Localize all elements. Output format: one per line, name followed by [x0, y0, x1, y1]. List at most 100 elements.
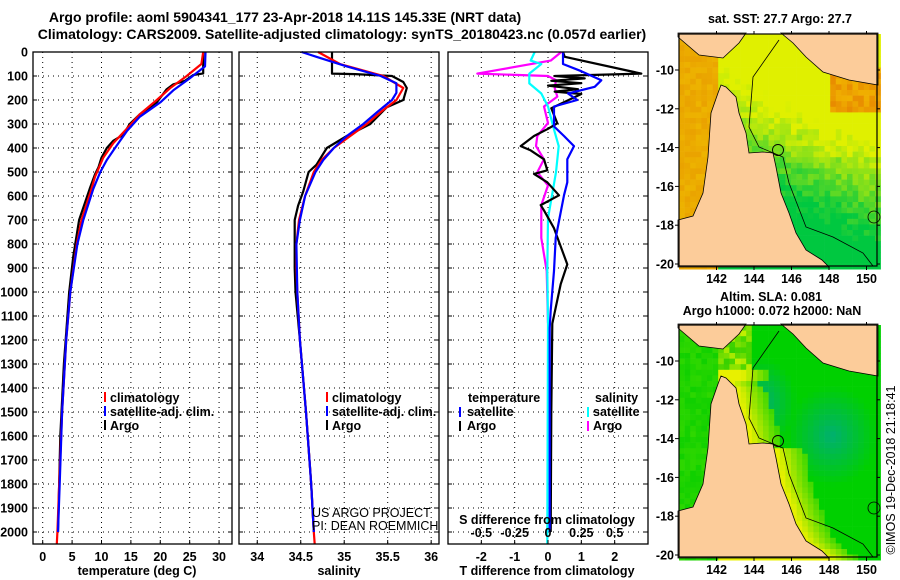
map-cell — [746, 420, 753, 427]
map-cell — [684, 101, 691, 108]
map-cell — [791, 386, 797, 393]
map-cell — [785, 442, 792, 449]
map-cell — [852, 213, 859, 220]
map-cell — [835, 112, 842, 119]
map-cell — [824, 420, 831, 427]
map-cell — [847, 448, 853, 455]
map-cell — [774, 369, 781, 376]
map-cell — [858, 403, 865, 410]
map-cell — [735, 336, 741, 343]
depth-tick-label: 700 — [7, 214, 28, 228]
map-cell — [690, 453, 697, 460]
map-cell — [875, 498, 881, 505]
map-cell — [796, 146, 803, 152]
map-cell — [791, 487, 797, 494]
map-cell — [802, 56, 809, 63]
map-cell — [835, 526, 842, 533]
map-cell — [824, 397, 831, 404]
map-cell — [746, 34, 753, 40]
map-cell — [768, 34, 775, 40]
map-cell — [869, 521, 876, 527]
legend-swatch-s-argo — [587, 421, 589, 431]
map-cell — [875, 381, 881, 387]
map-cell — [807, 437, 814, 443]
map-cell — [690, 476, 697, 483]
map-cell — [813, 157, 820, 164]
map-cell — [684, 448, 691, 455]
map-cell — [763, 56, 769, 63]
map-cell — [796, 218, 803, 225]
map-cell — [830, 532, 837, 539]
map-cell — [802, 78, 809, 85]
map-cell — [768, 381, 775, 387]
map-cell — [751, 56, 758, 63]
map-cell — [796, 134, 803, 141]
map-cell — [684, 129, 691, 136]
map-cell — [875, 526, 881, 533]
map-cell — [813, 246, 820, 253]
map-cell — [740, 369, 747, 376]
map-cell — [785, 414, 792, 421]
map-cell — [841, 549, 848, 555]
x-tick-label: 0 — [39, 550, 46, 564]
map-cell — [746, 358, 753, 365]
map-cell — [740, 78, 747, 85]
map-cell — [830, 364, 837, 371]
x-tick-label: 2 — [611, 550, 618, 564]
map-cell — [684, 487, 691, 494]
map-cell — [779, 129, 786, 136]
map-cell — [807, 504, 814, 511]
map-cell — [852, 481, 859, 488]
map-cell — [791, 62, 797, 68]
map-cell — [735, 62, 741, 68]
map-cell — [863, 498, 870, 505]
legend-swatch-argo — [104, 420, 106, 430]
s-tick-label: 0.25 — [569, 526, 593, 540]
map-cell — [830, 202, 837, 208]
map-cell — [852, 498, 859, 505]
map-cell — [841, 246, 848, 253]
map-cell — [735, 56, 741, 63]
map-cell — [830, 442, 837, 449]
map-cell — [768, 375, 775, 382]
map-cell — [858, 375, 865, 382]
map-cell — [819, 409, 825, 415]
map-cell — [852, 369, 859, 376]
map-cell — [863, 224, 870, 231]
map-cell — [684, 62, 691, 68]
map-cell — [824, 213, 831, 220]
map-cell — [802, 403, 809, 410]
map-cell — [847, 241, 853, 248]
map-cell — [785, 73, 792, 80]
map-cell — [785, 481, 792, 488]
map-cell — [835, 465, 842, 471]
map-cell — [723, 78, 730, 85]
map-cell — [684, 459, 691, 466]
map-cell — [813, 190, 820, 197]
map-cell — [695, 442, 702, 449]
map-cell — [740, 56, 747, 63]
map-cell — [813, 90, 820, 96]
map-cell — [813, 207, 820, 214]
map-cell — [679, 190, 685, 197]
map-cell — [858, 392, 865, 399]
map-cell — [763, 78, 769, 85]
map-cell — [785, 146, 792, 152]
map-cell — [819, 420, 825, 427]
depth-tick-label: 1000 — [0, 286, 28, 300]
map-cell — [869, 487, 876, 494]
map-cell — [835, 246, 842, 253]
map-cell — [807, 151, 814, 158]
map-cell — [690, 134, 697, 141]
map-cell — [847, 106, 853, 113]
map-cell — [701, 168, 708, 175]
map-cell — [757, 336, 764, 343]
map-cell — [835, 230, 842, 236]
map-cell — [796, 157, 803, 164]
map-cell — [824, 101, 831, 108]
map-cell — [869, 459, 876, 466]
map-cell — [830, 146, 837, 152]
map-cell — [679, 162, 685, 169]
map-cell — [824, 403, 831, 410]
map-cell — [774, 129, 781, 136]
